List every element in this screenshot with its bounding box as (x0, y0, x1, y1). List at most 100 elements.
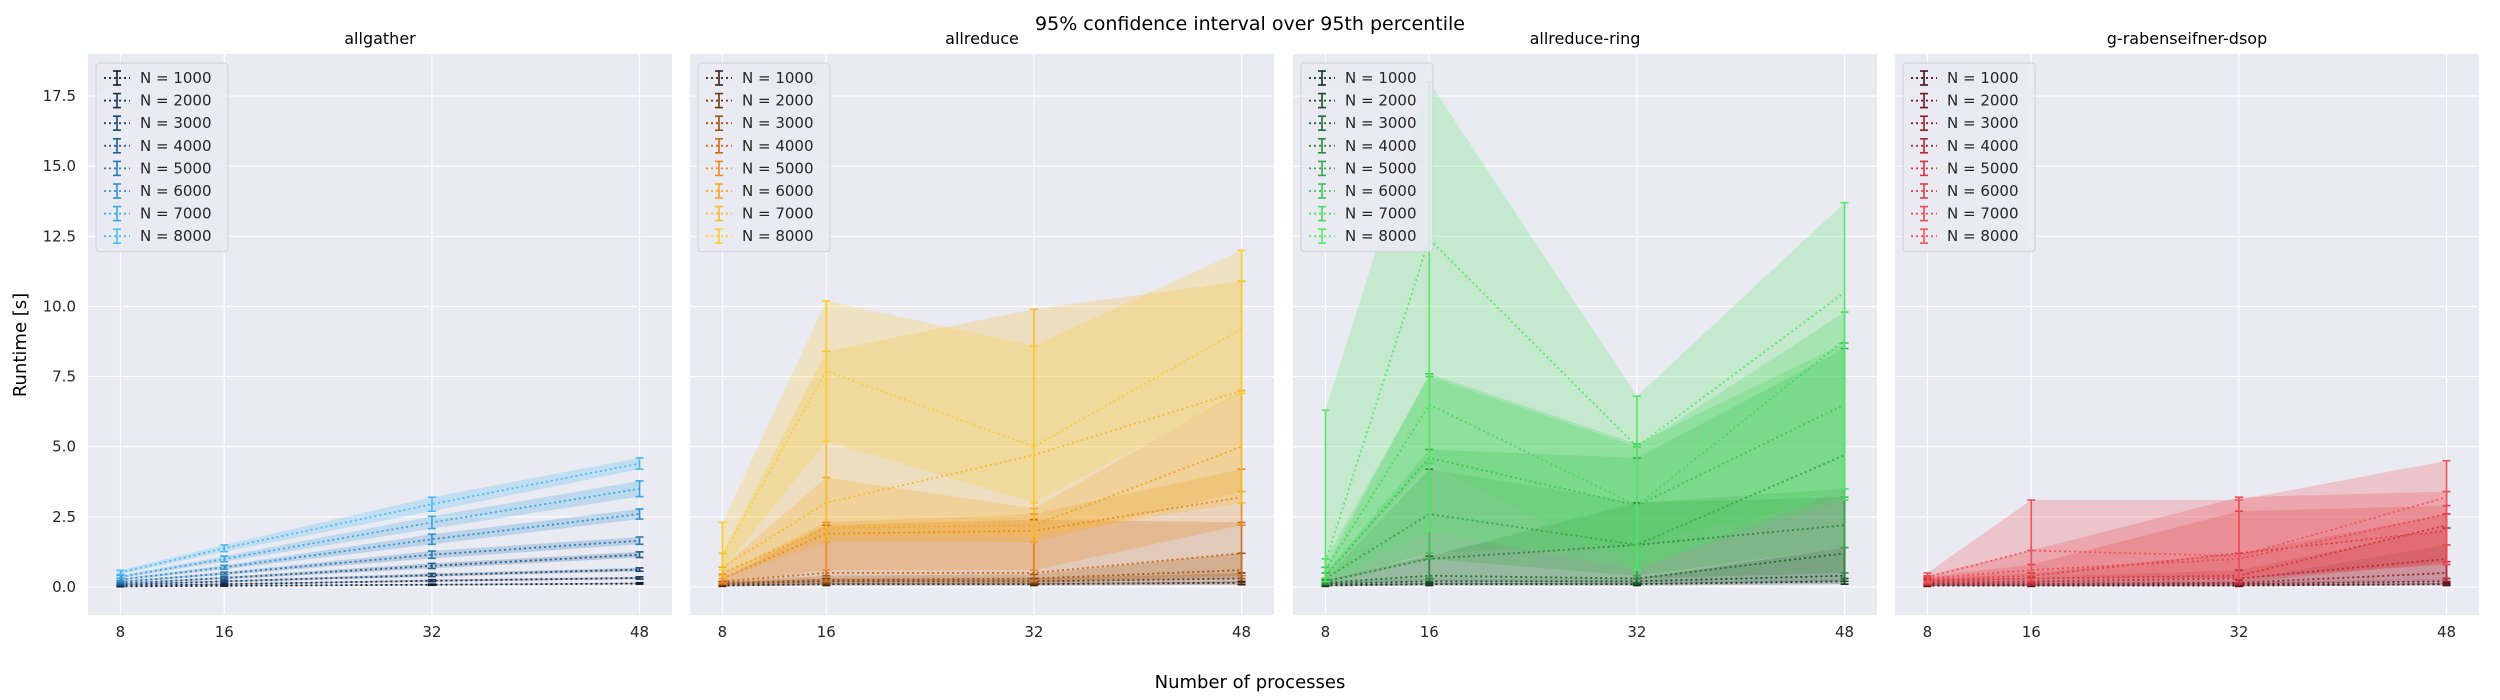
x-tick-label: 32 (2229, 623, 2248, 641)
error-bar (635, 480, 644, 498)
figure-title: 95% confidence interval over 95th percen… (1035, 13, 1465, 35)
series-line (722, 552, 1242, 583)
legend-item: N = 1000 (1911, 69, 2019, 87)
legend-item: N = 4000 (706, 137, 814, 155)
legend-item: N = 2000 (104, 92, 212, 110)
series-line (721, 389, 1242, 569)
error-bar (116, 569, 125, 576)
legend-label: N = 3000 (140, 114, 212, 132)
legend-item: N = 7000 (706, 205, 814, 223)
panel-title: allreduce (945, 29, 1019, 48)
legend-item: N = 8000 (1309, 227, 1417, 245)
legend-label: N = 5000 (140, 159, 212, 177)
legend-item: N = 7000 (104, 205, 212, 223)
legend-label: N = 1000 (1345, 69, 1417, 87)
legend-item: N = 4000 (1309, 137, 1417, 155)
error-bar (2234, 499, 2243, 580)
x-tick-label: 32 (422, 623, 441, 641)
x-tick-label: 48 (1835, 623, 1854, 641)
legend-label: N = 8000 (1947, 227, 2019, 245)
error-bar (427, 578, 436, 583)
legend: N = 1000 N = 2000 N = 3000 N = 4000 N = 5000… (1902, 62, 2036, 253)
legend-item: N = 8000 (104, 227, 212, 245)
legend-label: N = 5000 (1947, 159, 2019, 177)
series-line (120, 582, 640, 588)
panel-title: allreduce-ring (1530, 29, 1641, 48)
series-line (722, 569, 1242, 584)
legend: N = 1000 N = 2000 N = 3000 N = 4000 N = 5000… (95, 62, 229, 253)
series-line (1927, 572, 2447, 586)
y-tick-label: 10.0 (43, 297, 76, 315)
legend-label: N = 4000 (1947, 137, 2019, 155)
legend-label: N = 4000 (140, 137, 212, 155)
x-tick-label: 8 (1321, 623, 1331, 641)
legend-label: N = 3000 (742, 114, 814, 132)
y-tick-label: 5.0 (52, 438, 76, 456)
error-bar (1029, 344, 1038, 504)
panel-title: allgather (344, 29, 416, 48)
y-tick-label: 12.5 (43, 227, 76, 245)
ci-band (722, 581, 1242, 587)
legend-label: N = 7000 (1345, 205, 1417, 223)
x-axis-label: Number of processes (1155, 672, 1346, 693)
error-bar (220, 555, 229, 563)
x-tick-label: 48 (1232, 623, 1251, 641)
ci-band (722, 519, 1242, 585)
error-bar (635, 551, 644, 559)
error-bar (427, 550, 436, 560)
panel-title: g-rabenseifner-dsop (2107, 29, 2267, 48)
x-tick-label: 8 (116, 623, 126, 641)
ci-band (1927, 544, 2447, 586)
series-line (722, 577, 1242, 586)
legend-label: N = 6000 (742, 182, 814, 200)
legend-item: N = 6000 (706, 182, 814, 200)
x-tick-label: 16 (2022, 623, 2041, 641)
ci-band (1325, 348, 1845, 583)
legend-item: N = 3000 (706, 114, 814, 132)
error-bar (1923, 572, 1932, 583)
legend-item: N = 4000 (104, 137, 212, 155)
legend-item: N = 6000 (1911, 182, 2019, 200)
ci-band (722, 572, 1242, 586)
legend-item: N = 7000 (1309, 205, 1417, 223)
series-line (1324, 454, 1845, 580)
ci-band (1927, 491, 2447, 583)
series-line (1927, 529, 2447, 581)
ci-band (1927, 514, 2447, 585)
error-bar (635, 581, 644, 585)
legend-item: N = 5000 (706, 159, 814, 177)
ci-band (120, 582, 640, 587)
legend-label: N = 6000 (1947, 182, 2019, 200)
error-bar (220, 579, 229, 583)
series-line (721, 328, 1242, 557)
error-bar (427, 572, 436, 578)
legend-label: N = 3000 (1345, 114, 1417, 132)
error-bar (427, 583, 436, 587)
ci-band (1927, 505, 2447, 584)
ci-band (1325, 578, 1845, 587)
ci-band (1325, 342, 1845, 582)
series-line (722, 445, 1242, 574)
legend-item: N = 5000 (1911, 159, 2019, 177)
error-bar (220, 571, 229, 576)
legend-label: N = 5000 (1345, 159, 1417, 177)
legend-label: N = 7000 (1947, 205, 2019, 223)
legend-label: N = 7000 (140, 205, 212, 223)
error-bar (1632, 395, 1641, 571)
legend-item: N = 3000 (1911, 114, 2019, 132)
error-bar (822, 300, 831, 442)
error-bar (2027, 499, 2036, 577)
error-bar (635, 457, 644, 470)
series-line (1927, 558, 2447, 584)
ci-band (722, 469, 1242, 583)
legend-item: N = 5000 (104, 159, 212, 177)
error-bar (1237, 249, 1246, 395)
series-line (120, 568, 640, 586)
ci-band (120, 551, 640, 585)
ci-band (1927, 582, 2447, 587)
series-line (1324, 237, 1846, 562)
error-bar (1321, 409, 1330, 583)
legend-label: N = 6000 (140, 182, 212, 200)
